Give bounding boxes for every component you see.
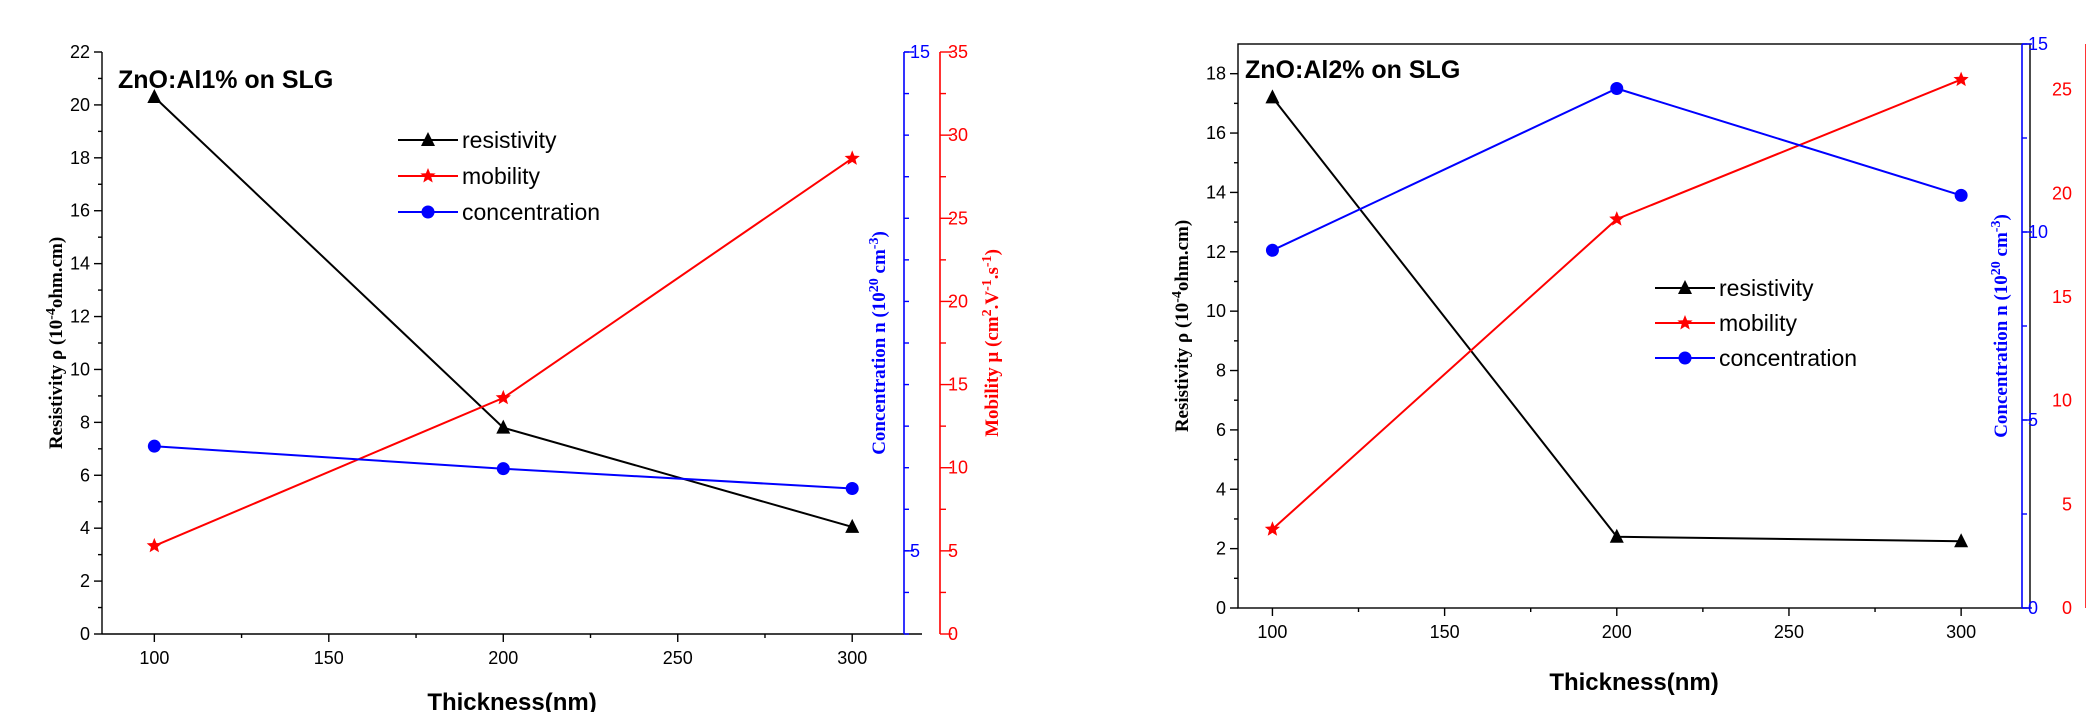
concentration-marker xyxy=(1954,188,1968,202)
concentration-marker xyxy=(845,482,859,495)
mobility-tick-label: 25 xyxy=(948,208,968,228)
left-tick-label: 0 xyxy=(80,624,90,644)
legend-marker xyxy=(420,168,436,183)
concentration-tick-label: 10 xyxy=(2028,222,2048,242)
concentration-tick-label: 15 xyxy=(910,42,930,62)
bottom-tick-label: 100 xyxy=(1257,622,1287,642)
left-tick-label: 18 xyxy=(1206,64,1226,84)
left-axis-title: Resistivity ρ (10-4ohm.cm) xyxy=(44,237,68,449)
chart-title: ZnO:Al1% on SLG xyxy=(118,66,333,94)
resistivity-marker xyxy=(1265,89,1280,104)
legend-label: mobility xyxy=(462,163,540,189)
left-tick-label: 10 xyxy=(70,359,90,379)
left-tick-label: 6 xyxy=(80,465,90,485)
bottom-tick-label: 200 xyxy=(488,648,518,668)
resistivity-marker xyxy=(496,419,511,434)
left-tick-label: 14 xyxy=(70,254,90,274)
mobility-tick-label: 5 xyxy=(948,541,958,561)
legend-marker xyxy=(421,205,435,219)
legend-marker xyxy=(421,132,435,146)
bottom-tick-label: 300 xyxy=(837,648,867,668)
concentration-axis-title: Concentration n (1020 cm-3) xyxy=(867,231,891,455)
mobility-line xyxy=(1271,78,1962,531)
left-tick-label: 12 xyxy=(1206,242,1226,262)
mobility-tick-label: 15 xyxy=(948,375,968,395)
left-tick-label: 4 xyxy=(1216,479,1226,499)
mobility-tick-label: 35 xyxy=(948,42,968,62)
bottom-tick-label: 250 xyxy=(1774,622,1804,642)
legend-marker xyxy=(1678,280,1692,294)
left-tick-label: 10 xyxy=(1206,301,1226,321)
concentration-tick-label: 5 xyxy=(910,541,920,561)
mobility-tick-label: 10 xyxy=(948,458,968,478)
bottom-tick-label: 200 xyxy=(1602,622,1632,642)
concentration-tick-label: 15 xyxy=(2028,34,2048,54)
legend-label: resistivity xyxy=(1719,275,1814,301)
bottom-tick-label: 150 xyxy=(314,648,344,668)
concentration-marker xyxy=(147,439,161,453)
concentration-tick-label: 5 xyxy=(2028,410,2038,430)
resistivity-marker xyxy=(845,518,860,533)
left-tick-label: 4 xyxy=(80,518,90,538)
left-tick-label: 6 xyxy=(1216,420,1226,440)
mobility-tick-label: 0 xyxy=(2062,598,2072,618)
mobility-tick-label: 20 xyxy=(948,291,968,311)
mobility-tick-label: 0 xyxy=(948,624,958,644)
concentration-marker xyxy=(1265,243,1279,257)
legend-marker xyxy=(1678,351,1692,365)
left-tick-label: 12 xyxy=(70,307,90,327)
concentration-line xyxy=(1271,87,1962,252)
x-axis-title: Thickness(nm) xyxy=(1549,669,1718,696)
resistivity-marker xyxy=(1954,533,1969,548)
mobility-marker xyxy=(1953,71,1969,87)
concentration-tick-label: 0 xyxy=(2028,598,2038,618)
mobility-marker xyxy=(844,150,860,165)
left-tick-label: 16 xyxy=(1206,123,1226,143)
resistivity-marker xyxy=(1609,528,1624,543)
left-tick-label: 2 xyxy=(1216,539,1226,559)
legend-label: mobility xyxy=(1719,310,1797,336)
mobility-marker xyxy=(146,537,162,553)
legend-label: resistivity xyxy=(462,127,557,153)
legend-label: concentration xyxy=(462,199,600,225)
resistivity-marker xyxy=(147,88,162,103)
left-tick-label: 18 xyxy=(70,148,90,168)
mobility-tick-label: 25 xyxy=(2052,80,2072,100)
bottom-tick-label: 150 xyxy=(1430,622,1460,642)
mobility-tick-label: 10 xyxy=(2052,391,2072,411)
mobility-tick-label: 15 xyxy=(2052,287,2072,307)
left-tick-label: 14 xyxy=(1206,182,1226,202)
left-tick-label: 0 xyxy=(1216,598,1226,618)
left-tick-label: 8 xyxy=(80,412,90,432)
left-tick-label: 8 xyxy=(1216,361,1226,381)
mobility-tick-label: 20 xyxy=(2052,183,2072,203)
mobility-marker xyxy=(495,389,511,405)
legend-marker xyxy=(1677,315,1693,330)
mobility-axis-title: Mobility μ (cm2.V-1.s-1) xyxy=(980,249,1004,437)
concentration-axis-title: Concentration n (1020 cm-3) xyxy=(1989,214,2013,438)
left-tick-label: 22 xyxy=(70,42,90,62)
mobility-marker xyxy=(1609,211,1625,226)
left-tick-label: 20 xyxy=(70,95,90,115)
chart-title: ZnO:Al2% on SLG xyxy=(1245,56,1460,84)
x-axis-title: Thickness(nm) xyxy=(427,689,596,712)
concentration-marker xyxy=(1610,82,1624,96)
left-tick-label: 16 xyxy=(70,201,90,221)
mobility-tick-label: 30 xyxy=(948,125,968,145)
mobility-marker xyxy=(1264,521,1280,536)
plot-frame xyxy=(1237,43,2031,609)
concentration-marker xyxy=(496,462,510,476)
legend-label: concentration xyxy=(1719,345,1857,371)
bottom-tick-label: 100 xyxy=(139,648,169,668)
left-axis-title: Resistivity ρ (10-4ohm.cm) xyxy=(1170,220,1194,432)
bottom-tick-label: 300 xyxy=(1946,622,1976,642)
left-tick-label: 2 xyxy=(80,571,90,591)
bottom-tick-label: 250 xyxy=(663,648,693,668)
mobility-tick-label: 5 xyxy=(2062,494,2072,514)
